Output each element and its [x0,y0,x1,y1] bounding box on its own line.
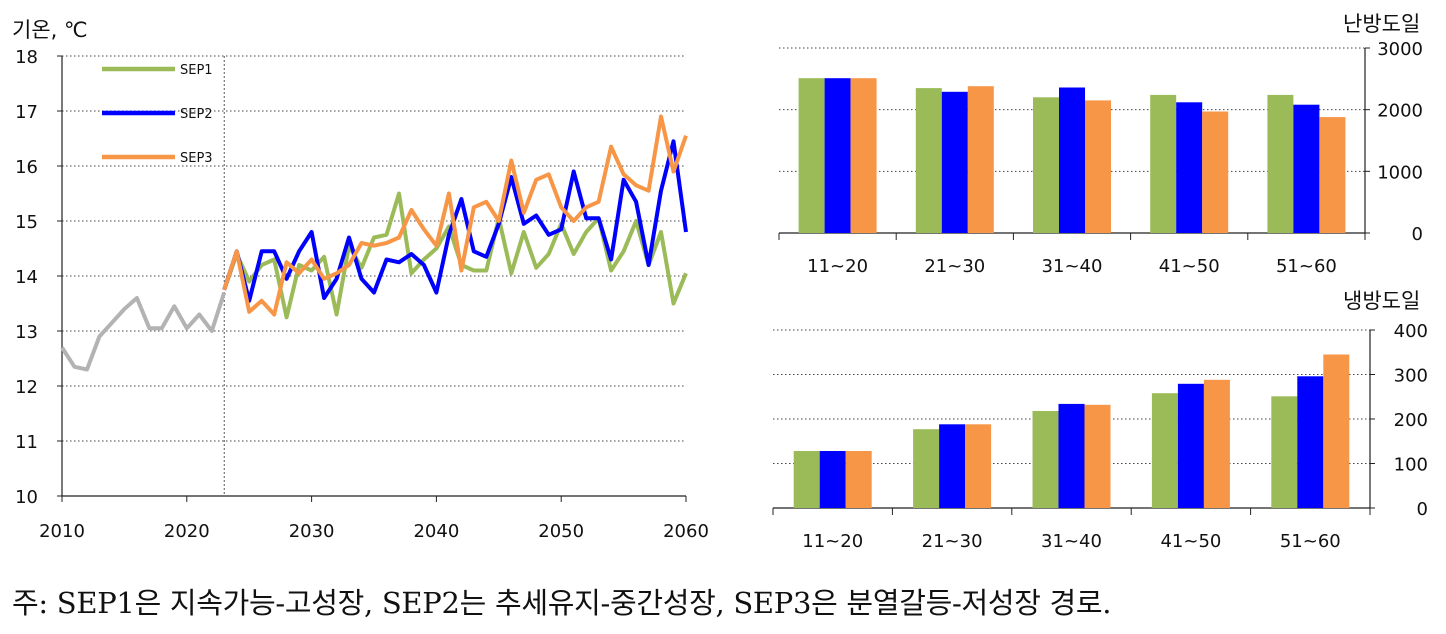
x-tick-label: 2050 [538,521,584,542]
cooling-category-label: 31~40 [1041,531,1102,552]
heating-y-tick-label: 2000 [1377,101,1423,122]
footnote: 주: SEP1은 지속가능-고성장, SEP2는 추세유지-중간성장, SEP3… [12,586,1112,620]
cooling-category-label: 11~20 [802,531,863,552]
cooling-category-label: 51~60 [1280,531,1341,552]
heating-bar-sep2 [941,91,968,233]
x-tick-label: 2030 [289,521,335,542]
cooling-bar-sep1 [1151,393,1178,508]
heating-category-label: 31~40 [1042,256,1103,277]
legend-label-sep2: SEP2 [180,107,213,122]
cooling-bar-sep2 [1297,376,1324,508]
heating-bar-sep2 [1293,104,1320,233]
heating-bar-sep1 [798,78,825,233]
heating-bar-sep3 [1085,100,1111,234]
x-tick-label: 2020 [164,521,210,542]
heating-bar-sep3 [1202,111,1229,233]
cooling-y-tick-label: 300 [1394,366,1428,387]
cooling-category-label: 41~50 [1160,531,1221,552]
cooling-bar-sep1 [913,429,940,508]
heating-category-label: 41~50 [1159,256,1220,277]
series-line-sep2 [222,139,688,303]
heating-bar-sep1 [1033,97,1059,233]
legend-label-sep1: SEP1 [180,63,213,78]
heating-bar-sep3 [850,78,877,233]
cooling-bar-sep3 [1203,379,1230,508]
temperature-line-chart: 10 11 12 13 14 15 16 17 18 2010 2020 2030 2040 2050 20… [15,47,709,542]
y-tick-label: 18 [15,47,38,68]
y-tick-label: 15 [15,212,38,233]
historical-series-line [60,291,227,372]
cooling-y-tick-label: 100 [1394,455,1428,476]
y-tick-label: 16 [15,157,38,178]
y-tick-label: 13 [15,322,38,343]
y-tick-label: 14 [15,267,38,288]
cooling-chart-title: 냉방도일 [1343,289,1421,313]
cooling-bar-sep2 [1058,403,1085,508]
heating-y-tick-label: 3000 [1377,39,1423,60]
cooling-bar-sep2 [1177,383,1204,508]
series-line-sep3 [222,114,688,317]
heating-category-label: 51~60 [1276,256,1337,277]
legend-label-sep3: SEP3 [180,151,213,166]
heating-bar-sep1 [1267,94,1294,234]
heating-y-tick-label: 1000 [1377,162,1423,183]
cooling-bar-sep1 [1271,396,1298,508]
heating-y-tick-label: 0 [1412,224,1423,245]
y-tick-label: 17 [15,102,38,123]
cooling-bar-sep3 [1323,354,1350,508]
cooling-bar-sep3 [845,451,872,508]
heating-bar-sep3 [967,86,994,233]
cooling-bar-sep3 [1084,404,1111,508]
x-tick-label: 2010 [39,521,85,542]
heating-bar-sep3 [1319,117,1346,233]
cooling-bar-sep1 [1032,411,1059,508]
x-tick-label: 2060 [663,521,709,542]
heating-bar-sep1 [1150,94,1177,234]
line-chart-y-axis-label: 기온, ℃ [12,18,88,42]
heating-bar-sep1 [915,88,942,233]
heating-category-label: 11~20 [807,256,868,277]
cooling-bar-sep3 [965,424,992,508]
cooling-category-label: 21~30 [922,531,983,552]
heating-bar-sep2 [824,78,851,233]
series-line-sep1 [222,191,688,320]
y-tick-label: 11 [15,432,38,453]
cooling-bar-sep2 [819,451,846,508]
cooling-y-tick-label: 400 [1394,321,1428,342]
heating-category-label: 21~30 [924,256,985,277]
cooling-bar-sep1 [793,451,820,508]
y-tick-label: 12 [15,377,38,398]
x-tick-label: 2040 [413,521,459,542]
heating-bar-sep2 [1176,102,1203,233]
heating-chart-title: 난방도일 [1343,12,1421,36]
cooling-y-tick-label: 0 [1417,499,1428,520]
cooling-bar-sep2 [939,424,966,508]
y-tick-label: 10 [15,487,38,508]
cooling-y-tick-label: 200 [1394,410,1428,431]
heating-bar-sep2 [1059,87,1085,233]
